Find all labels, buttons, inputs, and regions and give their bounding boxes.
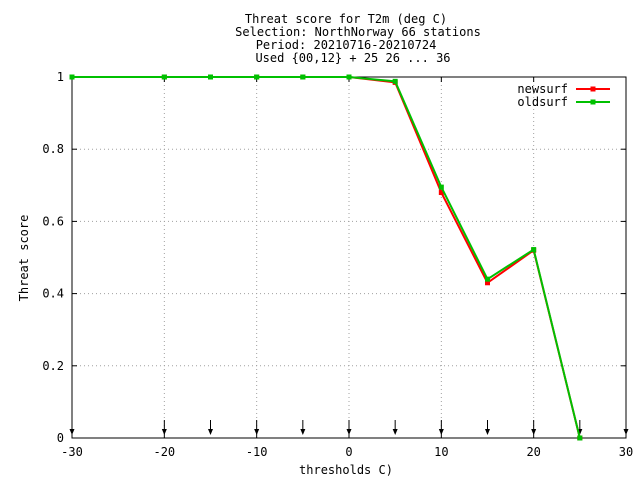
x-tick-label: 0: [345, 445, 352, 459]
chart-title: Threat score for T2m (deg C) Selection: …: [235, 12, 481, 65]
data-point: [438, 184, 444, 190]
y-tick-label: 0.8: [42, 142, 64, 156]
y-tick-label: 0.2: [42, 359, 64, 373]
legend-marker: [590, 86, 596, 92]
title-line-2: Selection: NorthNorway 66 stations: [235, 25, 481, 39]
series-newsurf: [69, 74, 583, 441]
x-tick-label: -10: [246, 445, 268, 459]
title-line-3: Period: 20210716-20210724: [256, 38, 437, 52]
threshold-marker: [69, 420, 75, 435]
grid: [72, 77, 626, 438]
data-point: [161, 74, 167, 80]
y-axis-label: Threat score: [17, 215, 31, 302]
threshold-marker: [254, 420, 260, 435]
x-tick-label: 30: [619, 445, 633, 459]
threshold-marker: [623, 420, 629, 435]
legend-label: oldsurf: [517, 95, 568, 109]
data-point: [254, 74, 260, 80]
title-line-1: Threat score for T2m (deg C): [245, 12, 447, 26]
x-tick-label: -20: [153, 445, 175, 459]
legend-item-oldsurf: oldsurf: [517, 95, 610, 109]
threshold-marker: [208, 420, 213, 435]
series-line: [72, 76, 581, 439]
data-point: [485, 276, 490, 282]
threshold-marker: [161, 420, 167, 435]
data-point: [69, 74, 75, 80]
threshold-marker: [392, 420, 398, 435]
y-tick-label: 1: [57, 70, 64, 84]
data-point: [300, 74, 306, 80]
data-point: [208, 74, 213, 80]
data-point: [577, 435, 583, 441]
data-point: [438, 190, 444, 196]
y-tick-label: 0.4: [42, 287, 64, 301]
y-tick-label: 0: [57, 431, 64, 445]
data-point: [485, 280, 490, 286]
legend-marker: [590, 99, 596, 105]
threshold-marker: [346, 420, 352, 435]
series-line: [72, 76, 581, 439]
data-point: [346, 74, 352, 80]
threshold-marker: [531, 420, 537, 435]
x-axis-label: thresholds C): [299, 463, 393, 477]
threshold-markers: [69, 420, 629, 435]
series-lines: [69, 74, 583, 441]
series-oldsurf: [69, 74, 583, 441]
threshold-marker: [485, 420, 490, 435]
legend-item-newsurf: newsurf: [517, 82, 610, 96]
threshold-marker: [300, 420, 306, 435]
data-point: [392, 78, 398, 84]
x-tick-label: -30: [61, 445, 83, 459]
x-tick-label: 20: [526, 445, 540, 459]
data-point: [531, 247, 537, 253]
legend-label: newsurf: [517, 82, 568, 96]
threshold-marker: [438, 420, 444, 435]
axis-ticks: -30 -20 -10 0 10 20 30 0 0.2 0.4 0.6 0.8 1: [42, 70, 633, 459]
x-tick-label: 10: [434, 445, 448, 459]
y-tick-label: 0.6: [42, 214, 64, 228]
title-line-4: Used {00,12} + 25 26 ... 36: [255, 51, 450, 65]
